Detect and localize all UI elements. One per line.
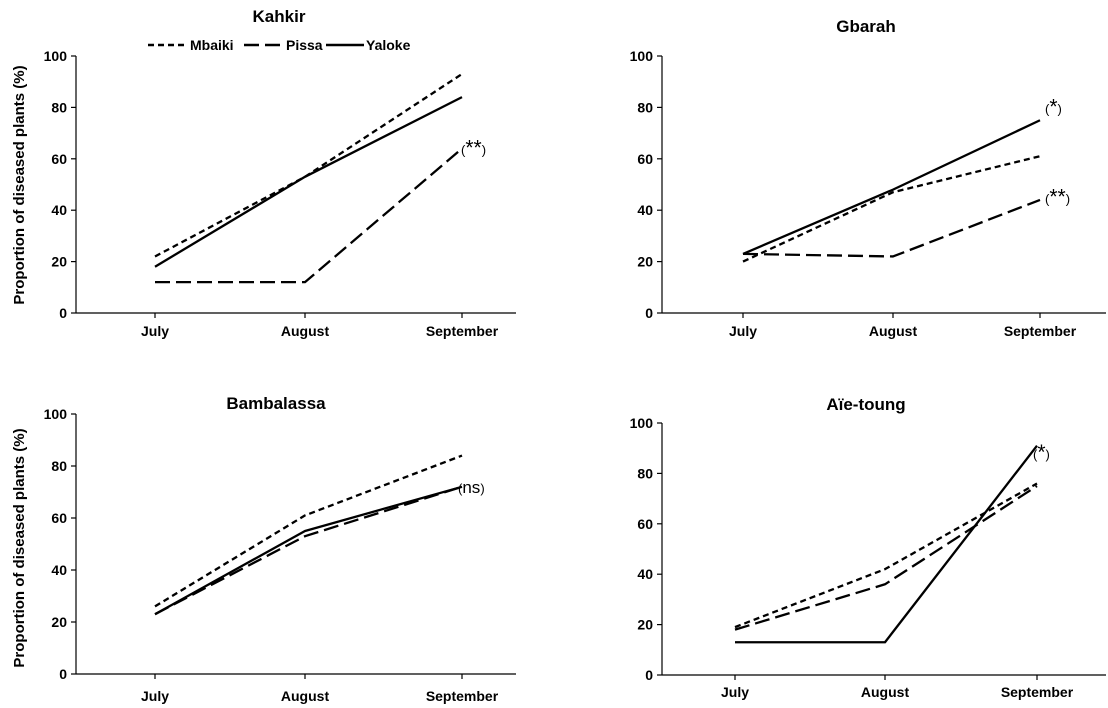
panel-aie-toung: Aïe-toung 0 20 40 60 80 100 July August Septembe… [630, 395, 1106, 700]
x-tick-label: July [729, 323, 757, 339]
y-tick-label: 60 [637, 516, 653, 532]
panel-title: Gbarah [836, 17, 896, 36]
panel-gbarah: Gbarah 0 20 40 60 80 100 July August September (… [630, 17, 1106, 339]
panel-title: Aïe-toung [826, 395, 905, 414]
series-line-mbaiki [742, 155, 1041, 263]
x-tick-label: July [141, 688, 169, 704]
x-tick-label: September [1001, 684, 1074, 700]
x-tick-label: August [281, 688, 330, 704]
x-tick-label: August [861, 684, 910, 700]
y-tick-label: 0 [645, 667, 653, 683]
series-line-yaloke [154, 96, 463, 268]
annotation-close: ) [1058, 101, 1062, 116]
x-tick-label: September [1004, 323, 1077, 339]
series-line-yaloke [735, 444, 1038, 644]
y-tick-label: 100 [44, 48, 68, 64]
y-tick-label: 20 [637, 617, 653, 633]
annotation-close: ) [1066, 191, 1070, 206]
x-tick-label: July [141, 323, 169, 339]
y-tick-label: 100 [44, 406, 68, 422]
y-tick-label: 100 [630, 415, 654, 431]
series-line-mbaiki [154, 73, 463, 258]
plot-area: 0 20 40 60 80 100 July August September [630, 415, 1106, 700]
y-tick-label: 80 [637, 465, 653, 481]
legend: Mbaiki Pissa Yaloke [148, 37, 411, 53]
y-tick-label: 60 [51, 510, 67, 526]
y-axis-label: Proportion of diseased plants (%) [11, 65, 28, 304]
significance-annotation: (**) [1045, 185, 1070, 208]
x-tick-label: August [869, 323, 918, 339]
y-tick-label: 0 [59, 305, 67, 321]
y-tick-label: 20 [51, 254, 67, 270]
y-tick-label: 100 [630, 48, 654, 64]
series-line-pissa [154, 485, 463, 616]
y-tick-label: 60 [637, 151, 653, 167]
series-line-yaloke [154, 485, 463, 616]
series-line-pissa [742, 198, 1041, 258]
annotation-open: ( [1045, 101, 1050, 116]
panel-kahkir: Kahkir Proportion of diseased plants (%)… [11, 7, 516, 339]
x-tick-label: August [281, 323, 330, 339]
panel-title: Kahkir [253, 7, 306, 26]
annotation-mark: ns [462, 478, 480, 497]
y-tick-label: 40 [637, 202, 653, 218]
series-line-yaloke [742, 119, 1041, 255]
plot-area: 0 20 40 60 80 100 July August September [44, 48, 516, 339]
series-line-mbaiki [734, 482, 1038, 629]
y-tick-label: 40 [637, 566, 653, 582]
legend-label-yaloke: Yaloke [366, 37, 411, 53]
x-tick-label: July [721, 684, 749, 700]
y-tick-label: 40 [51, 562, 67, 578]
panel-bambalassa: Bambalassa Proportion of diseased plants… [11, 394, 516, 704]
annotation-mark: ** [1049, 185, 1065, 208]
y-tick-label: 0 [645, 305, 653, 321]
plot-area: 0 20 40 60 80 100 July August September [630, 48, 1106, 339]
series-line-mbaiki [154, 454, 463, 608]
y-tick-label: 80 [51, 99, 67, 115]
y-tick-label: 80 [51, 458, 67, 474]
y-tick-label: 40 [51, 202, 67, 218]
annotation-mark: ** [465, 137, 481, 160]
x-tick-label: September [426, 688, 499, 704]
y-tick-label: 60 [51, 151, 67, 167]
annotation-open: ( [1045, 191, 1050, 206]
y-tick-label: 80 [637, 99, 653, 115]
annotation-open: ( [1033, 447, 1038, 462]
x-tick-label: September [426, 323, 499, 339]
series-line-pissa [155, 147, 463, 284]
annotation-mark: * [1049, 95, 1057, 118]
annotation-close: ) [480, 481, 484, 496]
y-axis-label: Proportion of diseased plants (%) [11, 428, 28, 667]
plot-area: 0 20 40 60 80 100 July August September [44, 406, 516, 704]
significance-annotation: (ns) [458, 478, 485, 497]
annotation-open: ( [458, 481, 463, 496]
series-line-pissa [734, 485, 1038, 631]
y-tick-label: 0 [59, 666, 67, 682]
legend-label-pissa: Pissa [286, 37, 323, 53]
significance-annotation: (**) [461, 137, 486, 160]
annotation-open: ( [461, 143, 466, 158]
panel-title: Bambalassa [226, 394, 326, 413]
legend-label-mbaiki: Mbaiki [190, 37, 234, 53]
annotation-close: ) [1046, 447, 1050, 462]
y-tick-label: 20 [637, 254, 653, 270]
annotation-close: ) [482, 143, 486, 158]
annotation-mark: * [1037, 441, 1045, 464]
significance-annotation: (*) [1033, 441, 1050, 464]
significance-annotation: (*) [1045, 95, 1062, 118]
y-tick-label: 20 [51, 614, 67, 630]
